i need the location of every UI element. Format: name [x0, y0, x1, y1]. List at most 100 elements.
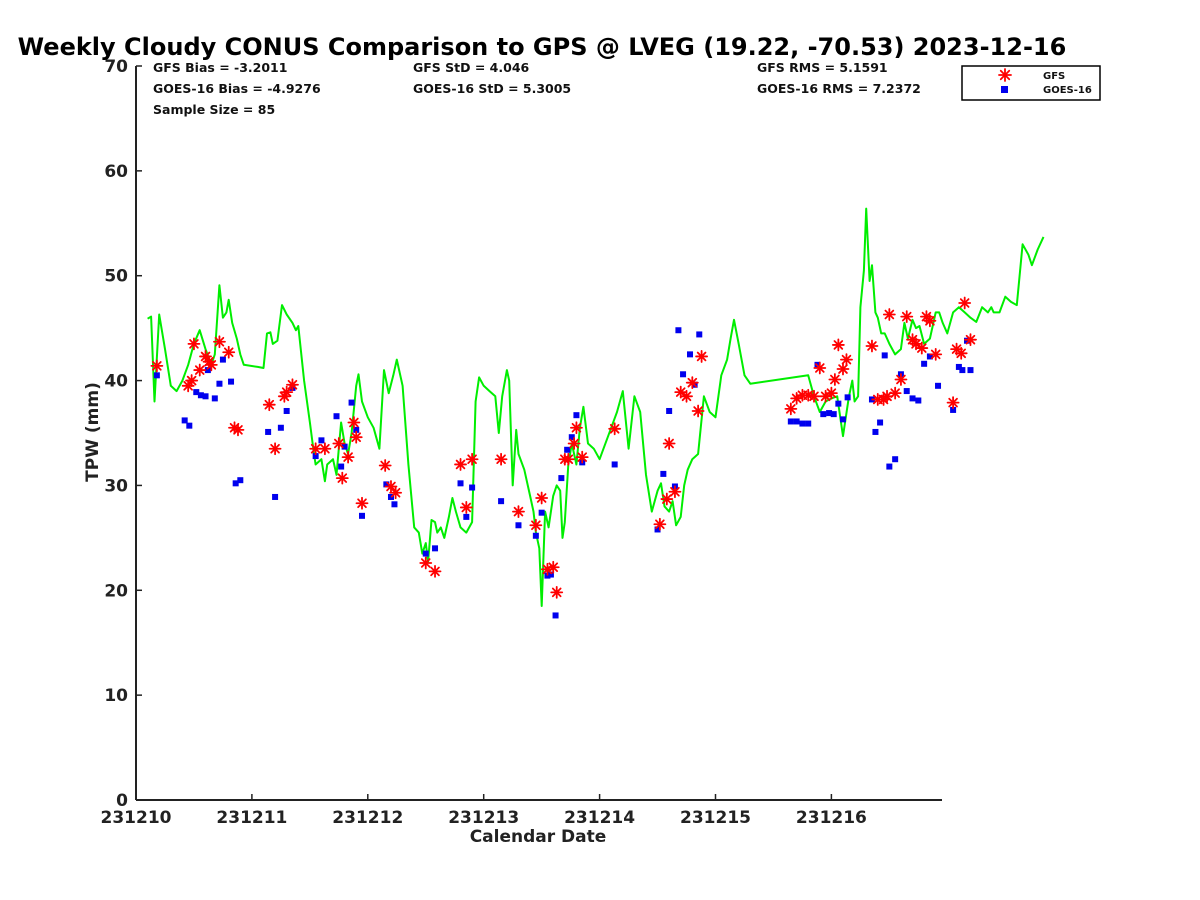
y-tick-label: 50	[104, 267, 128, 287]
goes16-point	[892, 456, 899, 463]
gfs-point	[181, 379, 195, 393]
goes16-point	[341, 443, 348, 450]
x-tick-label: 231216	[796, 808, 867, 828]
goes16-point	[181, 417, 188, 424]
gfs-point	[674, 385, 688, 399]
goes16-point	[538, 509, 545, 516]
gfs-point	[546, 560, 560, 574]
gfs-point	[828, 373, 842, 386]
goes16-point	[219, 356, 226, 363]
goes16-point	[552, 612, 559, 619]
goes16-point	[654, 526, 661, 533]
gfs-point	[888, 386, 902, 400]
goes16-point	[935, 382, 942, 389]
stat-gfs-std: GFS StD = 4.046	[413, 60, 530, 75]
goes16-point	[383, 481, 390, 488]
gfs-point	[964, 333, 977, 347]
gfs-point	[662, 437, 676, 450]
gfs-point	[355, 496, 369, 510]
goes16-point	[228, 378, 235, 385]
goes16-point	[204, 367, 211, 374]
gfs-point	[813, 361, 827, 375]
goes16-point	[959, 367, 966, 374]
gfs-point	[784, 402, 798, 416]
goes16-point	[839, 416, 846, 423]
legend-gfs-marker	[998, 68, 1012, 82]
goes16-point	[197, 392, 204, 399]
goes16-point	[844, 394, 851, 401]
gfs-point	[880, 389, 894, 403]
goes16-point	[237, 477, 244, 484]
gfs-point	[535, 491, 549, 505]
goes16-point	[186, 422, 193, 429]
goes16-point	[881, 352, 888, 359]
gfs-point	[494, 452, 508, 466]
x-tick-label: 231211	[216, 808, 287, 828]
plot-area: 0 10 20 30 40 50 60 70 231210 231211 231212 231213 2…	[101, 57, 1045, 828]
x-tick-label: 231214	[564, 808, 635, 828]
gfs-point	[831, 338, 845, 352]
goes16-point	[886, 463, 893, 470]
x-tick-label: 231215	[680, 808, 751, 828]
goes16-point	[283, 407, 290, 414]
goes16-point	[660, 470, 667, 477]
gfs-point	[335, 471, 349, 485]
goes16-point	[666, 407, 673, 414]
goes16-point	[547, 571, 554, 578]
goes16-point	[359, 512, 366, 519]
goes16-point	[680, 371, 687, 378]
goes16-point	[338, 463, 345, 470]
goes16-point	[211, 395, 218, 402]
gfs-point	[347, 416, 361, 429]
goes16-point	[532, 532, 539, 539]
goes16-point	[568, 434, 575, 441]
gfs-point	[668, 485, 682, 499]
goes16-point	[432, 545, 439, 552]
goes16-point	[805, 420, 812, 427]
goes16-point	[558, 475, 565, 482]
x-tick-label: 231213	[448, 808, 519, 828]
stats-block: GFS Bias = -3.2011 GOES-16 Bias = -4.927…	[153, 60, 921, 117]
goes16-point	[799, 420, 806, 427]
goes16-point	[921, 360, 928, 367]
goes16-point	[915, 397, 922, 404]
gfs-point	[332, 437, 346, 450]
gfs-point	[575, 450, 589, 464]
goes16-point	[312, 453, 319, 460]
gfs-point	[807, 389, 821, 403]
gfs-point	[660, 492, 674, 506]
goes16-point	[318, 437, 325, 444]
gfs-point	[459, 501, 473, 514]
y-tick-label: 70	[104, 57, 128, 77]
stat-sample-size: Sample Size = 85	[153, 102, 275, 117]
goes16-point	[515, 522, 522, 529]
goes16-point	[826, 410, 833, 417]
gfs-point	[680, 389, 693, 403]
y-tick-label: 20	[104, 581, 128, 601]
gfs-point	[825, 386, 838, 400]
gfs-point	[900, 310, 914, 324]
stat-goes-bias: GOES-16 Bias = -4.9276	[153, 81, 321, 96]
gfs-point	[954, 346, 968, 360]
gfs-point	[561, 452, 575, 466]
goes16-point	[573, 412, 580, 419]
goes16-point	[909, 395, 916, 402]
gfs-point	[529, 518, 543, 532]
goes16-point	[193, 389, 200, 396]
gfs-point	[882, 308, 896, 321]
gfs-point	[685, 376, 699, 390]
gfs-point	[570, 421, 583, 435]
legend-goes-marker	[1001, 86, 1008, 93]
gfs-point	[341, 450, 355, 464]
gfs-point	[213, 335, 226, 349]
goes16-point	[793, 418, 800, 425]
gfs-point	[608, 422, 622, 436]
gfs-point	[695, 350, 708, 363]
goes16-point	[950, 406, 957, 413]
goes16-point	[265, 428, 272, 435]
goes16-point	[611, 461, 618, 468]
goes16-point	[348, 399, 355, 406]
goes16-point	[830, 411, 837, 418]
gfs-point	[231, 423, 245, 437]
